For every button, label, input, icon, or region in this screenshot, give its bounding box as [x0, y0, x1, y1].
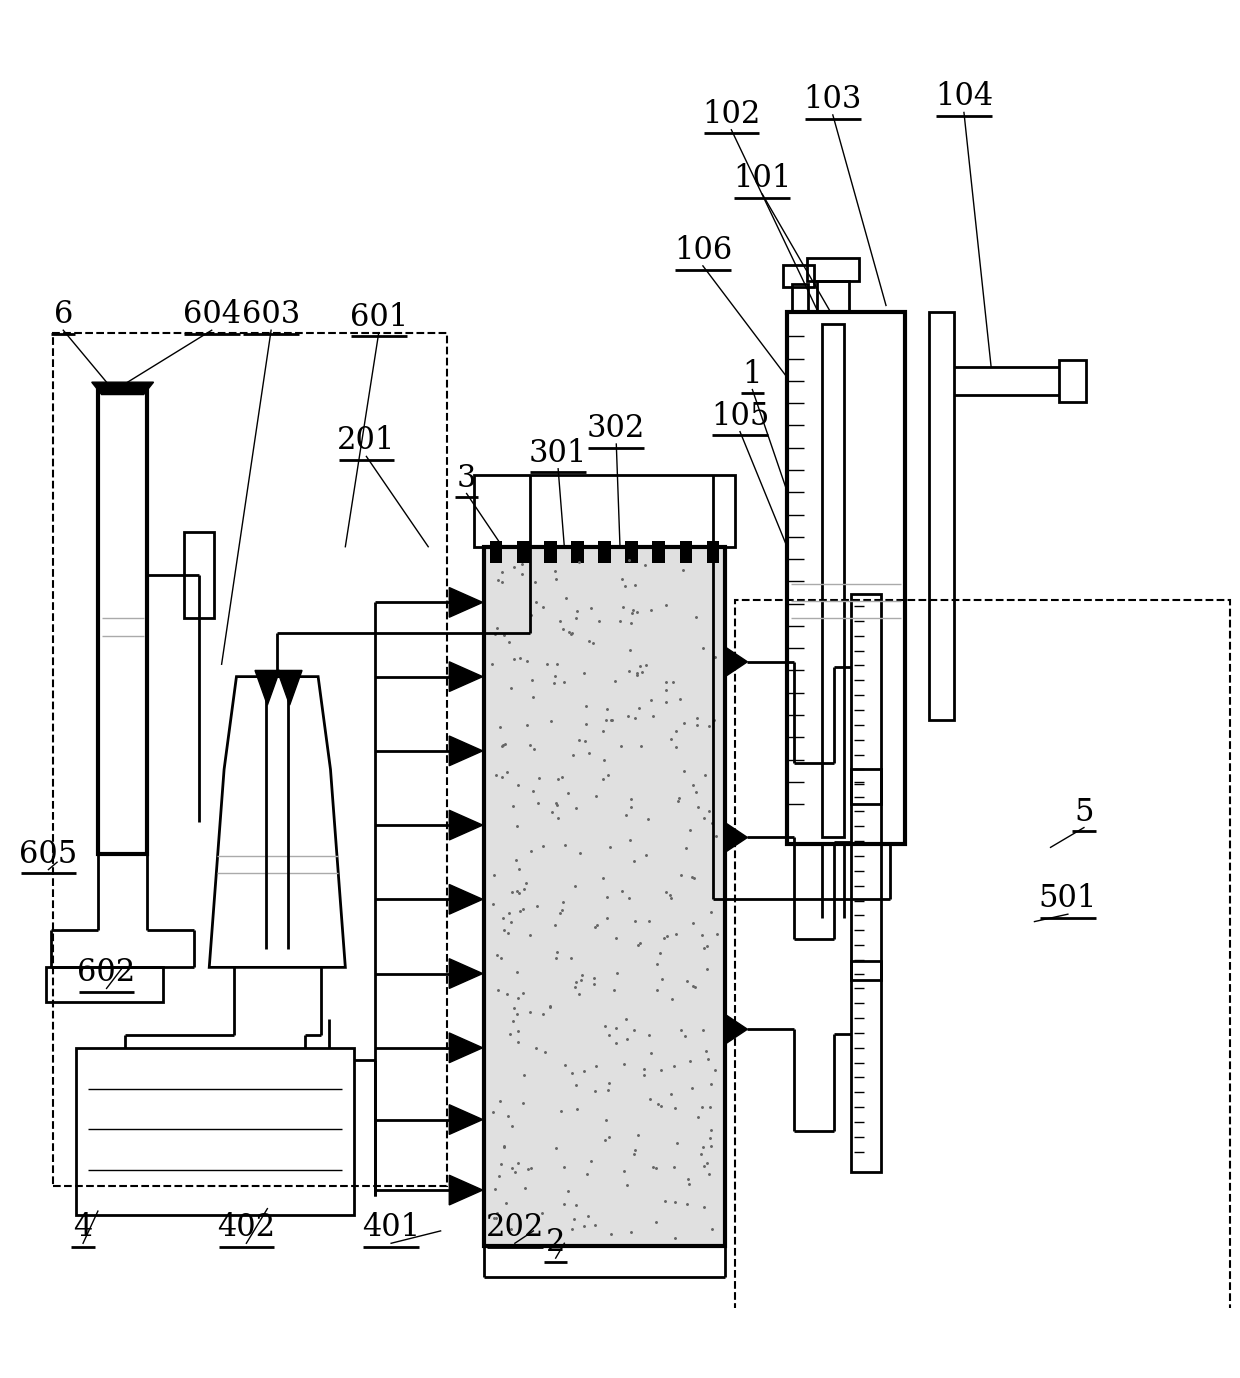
Polygon shape — [449, 1105, 482, 1134]
Text: 106: 106 — [673, 234, 732, 266]
Bar — [735, 599, 1230, 1337]
Bar — [53, 332, 446, 1186]
Bar — [1059, 360, 1086, 402]
Bar — [484, 547, 725, 1246]
Text: 402: 402 — [217, 1213, 275, 1243]
Polygon shape — [725, 646, 748, 677]
Bar — [98, 390, 148, 853]
Bar — [929, 311, 954, 719]
Text: 603: 603 — [242, 299, 300, 331]
Polygon shape — [725, 823, 748, 853]
Bar — [852, 594, 882, 803]
Bar — [517, 540, 529, 562]
Text: 302: 302 — [587, 413, 646, 444]
Bar — [852, 962, 882, 1171]
Bar — [474, 475, 735, 547]
Bar — [572, 540, 584, 562]
Bar — [625, 540, 637, 562]
Bar — [76, 1047, 353, 1215]
Bar — [787, 311, 904, 843]
Text: 101: 101 — [733, 163, 791, 194]
Text: 5: 5 — [1074, 796, 1094, 828]
Text: 105: 105 — [711, 401, 769, 431]
Text: 4: 4 — [73, 1213, 93, 1243]
Bar — [822, 324, 844, 838]
Bar — [817, 281, 849, 311]
Bar — [544, 540, 557, 562]
Bar — [599, 540, 611, 562]
Bar — [185, 532, 215, 619]
Bar — [46, 967, 164, 1002]
Bar — [707, 540, 719, 562]
Bar — [792, 284, 808, 311]
Text: 605: 605 — [20, 839, 78, 870]
Text: 104: 104 — [935, 81, 993, 113]
Polygon shape — [278, 671, 303, 706]
Polygon shape — [449, 885, 482, 914]
Text: 202: 202 — [486, 1213, 544, 1243]
Text: 604: 604 — [182, 299, 241, 331]
Bar — [807, 259, 859, 281]
Bar — [852, 769, 882, 980]
Text: 301: 301 — [529, 438, 588, 469]
Text: 1: 1 — [743, 358, 763, 390]
Bar — [490, 540, 502, 562]
Polygon shape — [449, 959, 482, 988]
Text: 103: 103 — [804, 84, 862, 114]
Polygon shape — [449, 736, 482, 766]
Bar — [784, 265, 815, 287]
Bar — [652, 540, 665, 562]
Text: 3: 3 — [456, 463, 476, 493]
Text: 6: 6 — [53, 299, 73, 331]
Polygon shape — [449, 587, 482, 617]
Bar — [680, 540, 692, 562]
Polygon shape — [449, 1175, 482, 1204]
Text: 601: 601 — [350, 302, 408, 332]
Text: 201: 201 — [337, 426, 396, 456]
Text: 401: 401 — [362, 1213, 420, 1243]
Polygon shape — [255, 671, 280, 706]
Text: 2: 2 — [546, 1228, 565, 1258]
Text: 102: 102 — [702, 99, 760, 130]
Polygon shape — [449, 810, 482, 841]
Polygon shape — [449, 661, 482, 692]
Text: 602: 602 — [77, 958, 135, 988]
Polygon shape — [725, 1014, 748, 1045]
Polygon shape — [449, 1034, 482, 1062]
Polygon shape — [92, 382, 154, 394]
Text: 501: 501 — [1039, 883, 1097, 914]
